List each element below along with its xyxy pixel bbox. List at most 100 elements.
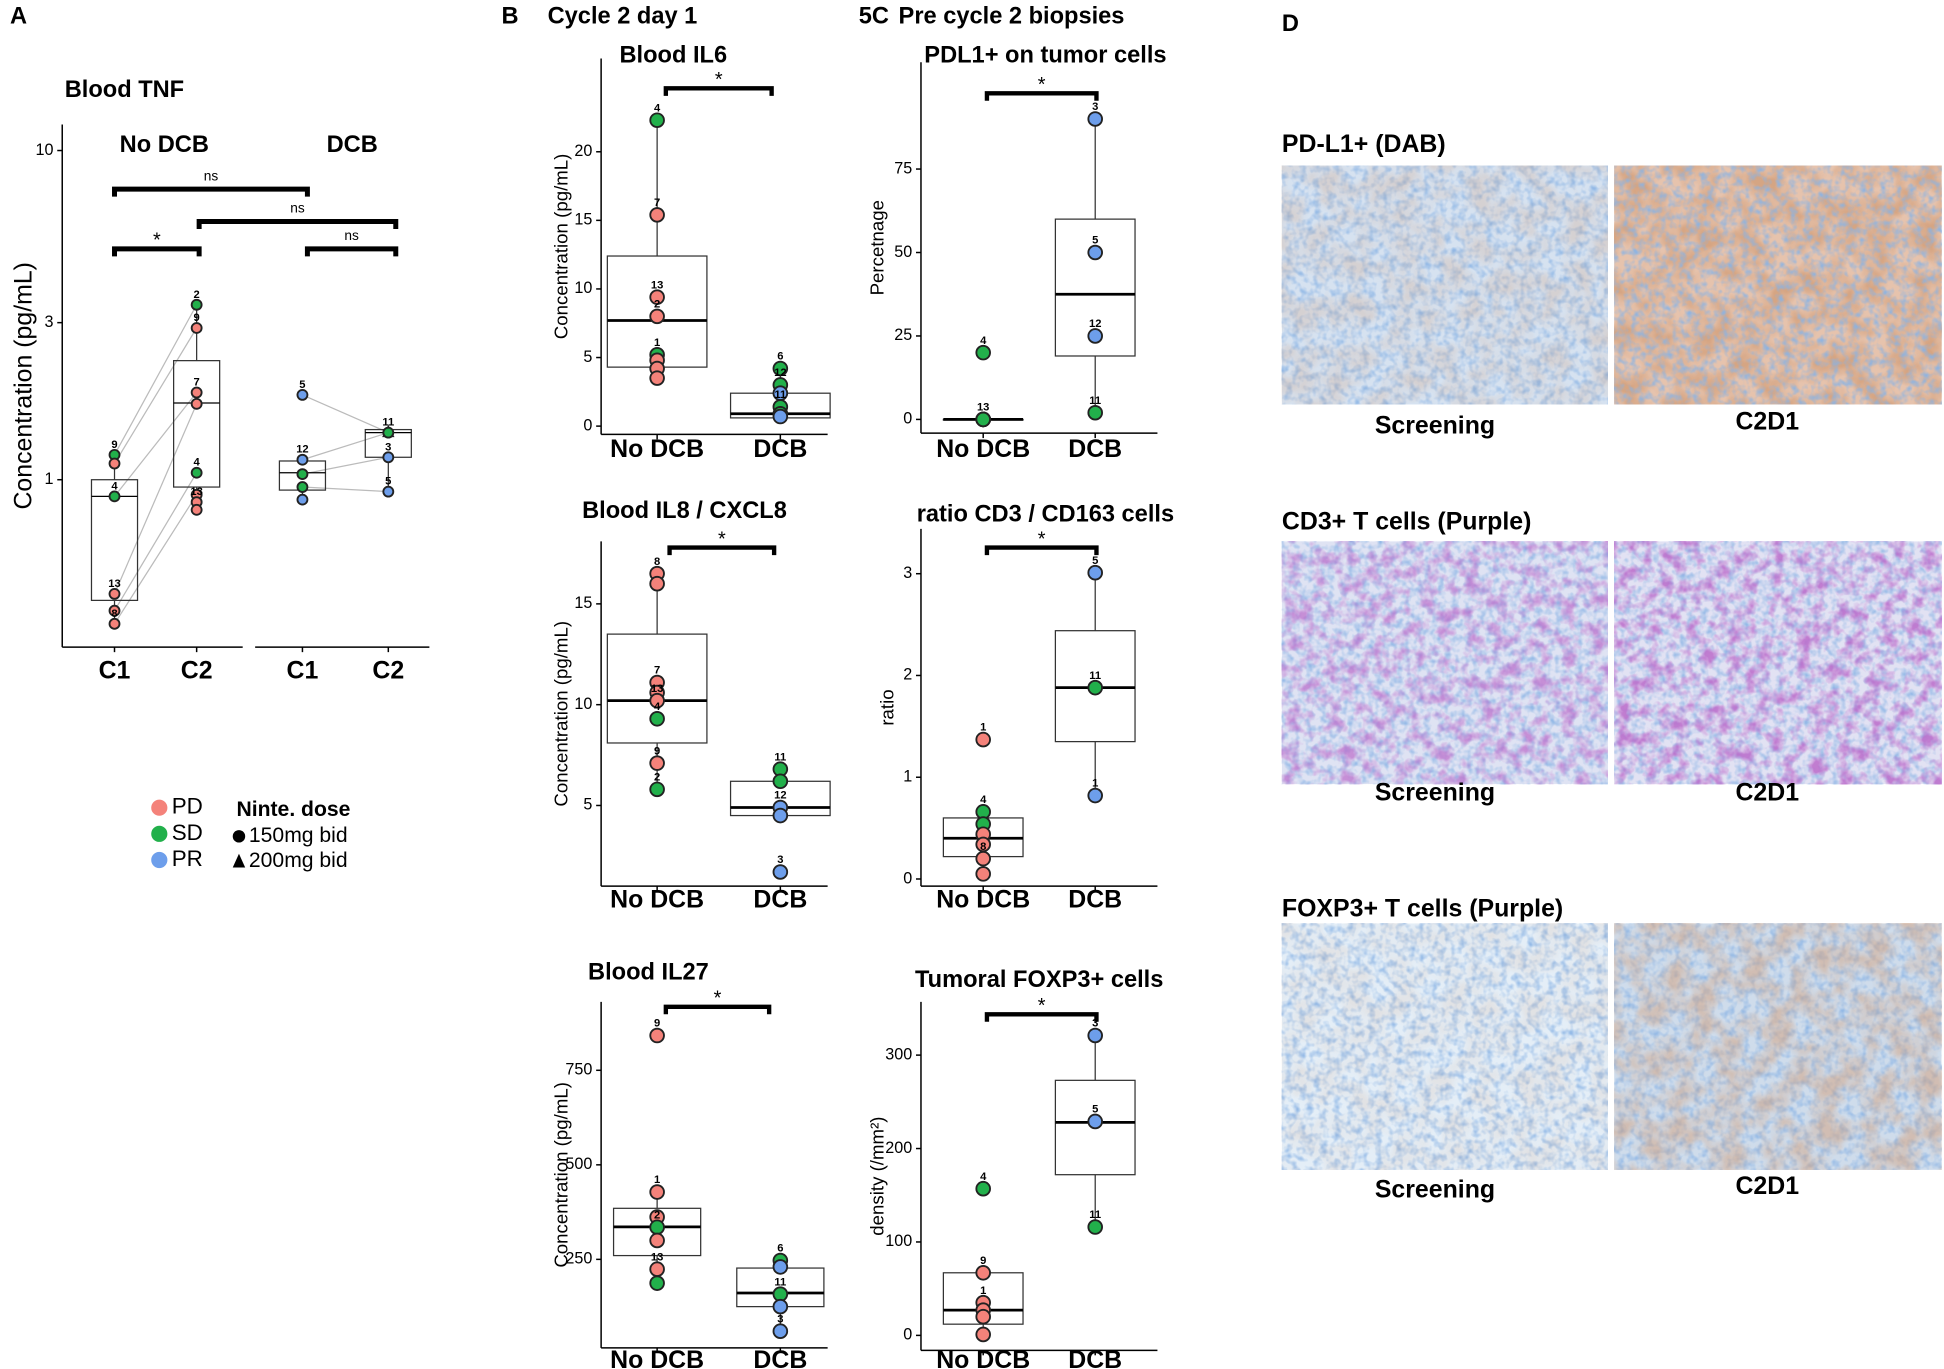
- legend-shape: [232, 853, 246, 868]
- data-point: [772, 773, 789, 790]
- chart-title: Blood IL8 / CXCL8: [582, 498, 787, 524]
- point-label: 8: [654, 556, 660, 568]
- data-point: [772, 360, 789, 377]
- x-tick-label: DCB: [1068, 1346, 1122, 1369]
- x-tick-label: C2: [372, 657, 404, 685]
- point-label: 8: [980, 841, 986, 853]
- x-tick-label: DCB: [753, 435, 807, 463]
- pair-line: [114, 392, 198, 497]
- micrograph-stain: [1281, 541, 1608, 785]
- facet-label: No DCB: [120, 132, 209, 158]
- y-tick-label: 10: [574, 279, 592, 297]
- micrograph-stain: [1614, 541, 1942, 785]
- data-point: [975, 344, 991, 361]
- y-tick-label: 20: [574, 142, 592, 160]
- y-axis-label: density (/mm²): [867, 1116, 888, 1235]
- y-tick-label: 0: [903, 1326, 912, 1344]
- data-point: [1087, 111, 1103, 127]
- point-label: 5: [1092, 555, 1098, 567]
- point-label: 4: [654, 102, 661, 114]
- significance-label: ns: [204, 168, 219, 183]
- pair-line: [113, 494, 198, 625]
- point-label: 5: [299, 379, 305, 391]
- y-tick-label: 200: [885, 1139, 912, 1157]
- chart-title: Blood IL27: [588, 959, 709, 985]
- significance-label: *: [714, 988, 722, 1010]
- data-point: [296, 453, 309, 466]
- box: [173, 360, 221, 488]
- x-tick-label: C1: [99, 657, 131, 685]
- point-label: 2: [654, 1209, 660, 1221]
- facet-label: DCB: [327, 132, 378, 158]
- y-tick-label: 750: [565, 1061, 592, 1079]
- pair-line: [302, 486, 389, 493]
- micrograph-stain: [1281, 923, 1608, 1170]
- data-point: [649, 1275, 665, 1291]
- point-label: 2: [654, 771, 660, 783]
- point-label: 9: [654, 1018, 660, 1030]
- legend-label: PD: [172, 794, 203, 819]
- pair-line: [302, 432, 389, 461]
- y-tick-label: 15: [574, 211, 592, 229]
- y-tick-label: 25: [894, 326, 912, 344]
- x-tick-label: No DCB: [610, 886, 704, 914]
- data-point: [1087, 1027, 1103, 1044]
- box: [606, 633, 708, 744]
- data-point: [190, 322, 203, 334]
- box: [90, 479, 139, 602]
- pair-line: [302, 394, 389, 434]
- point-label: 13: [651, 1251, 663, 1263]
- chart-title: Blood TNF: [65, 77, 184, 103]
- data-point: [1087, 1219, 1103, 1235]
- data-point: [649, 308, 665, 325]
- data-point: [772, 408, 789, 425]
- data-point: [1087, 564, 1103, 581]
- point-label: 12: [774, 790, 786, 802]
- y-tick-label: 1: [903, 767, 912, 785]
- micrograph-stain: [1614, 923, 1942, 1170]
- legend-label: 150mg bid: [249, 824, 348, 847]
- data-point: [649, 1261, 665, 1277]
- panel-label: 5C: [859, 4, 889, 30]
- x-tick-label: DCB: [753, 886, 807, 914]
- image-caption: Screening: [1375, 411, 1495, 439]
- data-point: [649, 112, 665, 128]
- y-tick-label: 100: [885, 1232, 912, 1250]
- significance-bracket: [112, 186, 310, 197]
- legend-swatch: [149, 798, 169, 818]
- data-point: [108, 490, 121, 503]
- y-axis-label: Concentration (pg/mL): [550, 1082, 571, 1268]
- data-point: [975, 866, 991, 882]
- data-point: [296, 388, 309, 401]
- data-point: [190, 397, 203, 410]
- point-label: 2: [654, 299, 660, 311]
- pair-line: [113, 304, 198, 456]
- image-caption: Screening: [1375, 779, 1495, 807]
- y-tick-label: 250: [565, 1250, 592, 1268]
- image-title: FOXP3+ T cells (Purple): [1282, 894, 1563, 922]
- data-point: [772, 864, 789, 880]
- legend-label: SD: [172, 820, 203, 845]
- point-label: 9: [980, 1255, 986, 1267]
- image-title: PD-L1+ (DAB): [1282, 130, 1446, 158]
- point-label: 11: [1089, 1209, 1101, 1221]
- data-point: [772, 1298, 789, 1315]
- point-label: 5: [1092, 1104, 1098, 1116]
- panel-heading: Cycle 2 day 1: [548, 4, 698, 30]
- data-point: [296, 481, 309, 493]
- data-point: [1087, 679, 1103, 696]
- x-tick-label: DCB: [1068, 886, 1122, 914]
- data-point: [190, 503, 203, 516]
- point-label: 2: [194, 289, 200, 301]
- significance-label: *: [1038, 74, 1046, 96]
- significance-bracket: [667, 545, 777, 556]
- point-label: 11: [1089, 395, 1101, 407]
- point-label: 13: [651, 279, 663, 291]
- chart-title: ratio CD3 / CD163 cells: [917, 501, 1174, 527]
- data-point: [975, 1326, 991, 1343]
- point-label: 3: [1092, 1018, 1098, 1030]
- significance-bracket: [663, 86, 774, 96]
- point-label: 5: [385, 476, 391, 488]
- significance-label: ns: [344, 228, 359, 243]
- data-point: [649, 575, 665, 592]
